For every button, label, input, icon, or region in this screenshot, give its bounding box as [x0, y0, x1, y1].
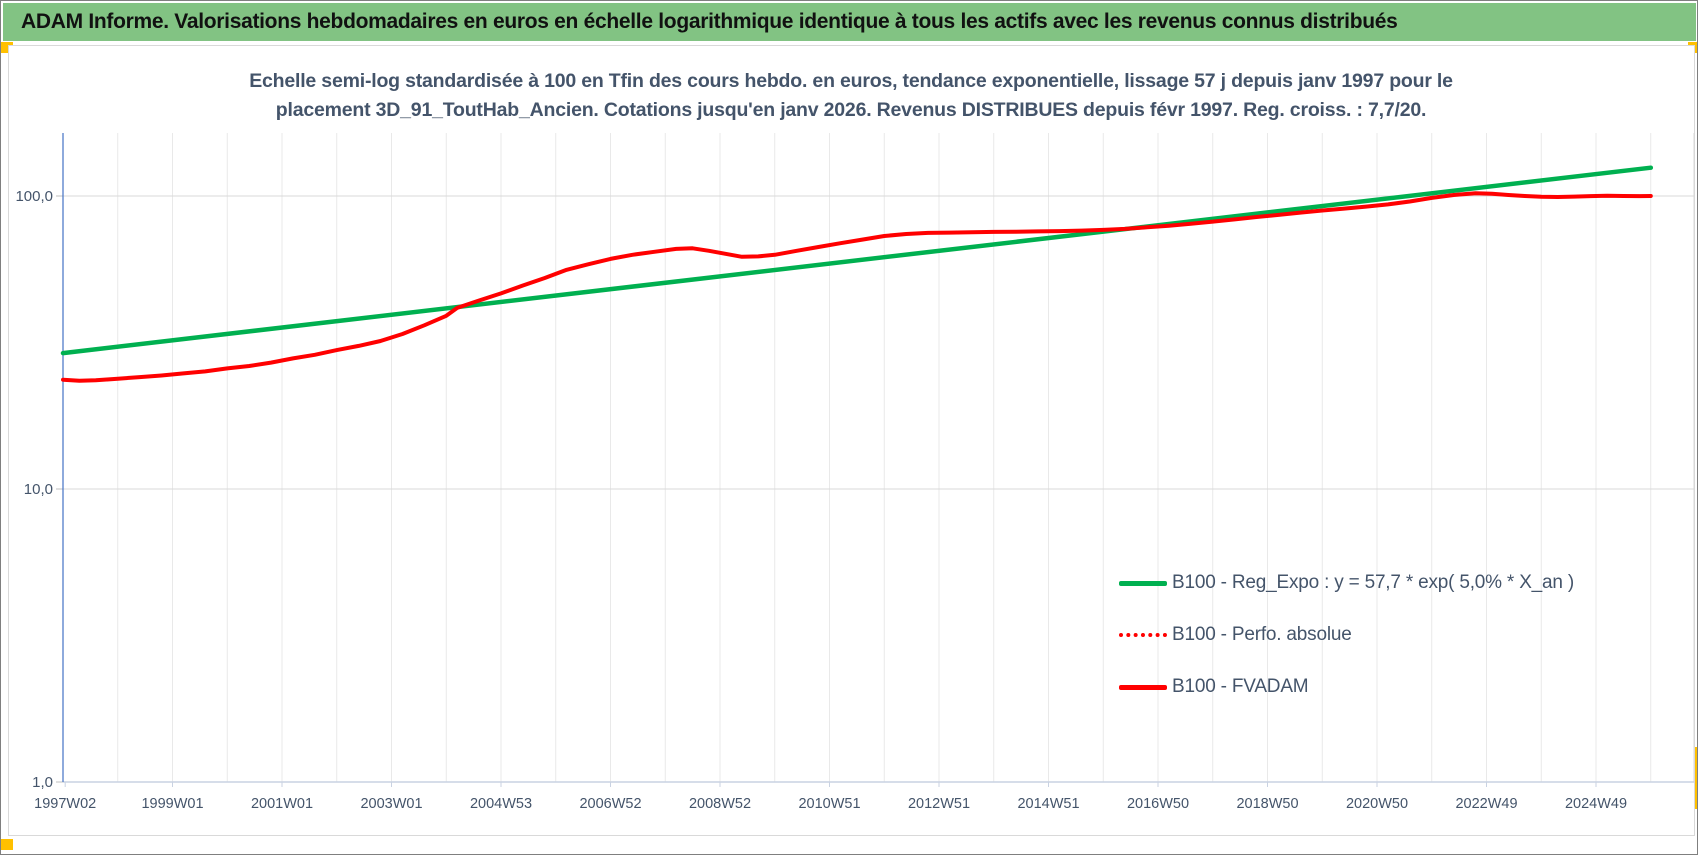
chart-title-line1: Echelle semi-log standardisée à 100 en T…	[249, 70, 1453, 92]
legend-label: B100 - FVADAM	[1172, 676, 1309, 697]
green-line-swatch-icon	[1119, 580, 1167, 586]
chart-area[interactable]	[8, 45, 1695, 836]
y-tick-label: 100,0	[15, 188, 53, 205]
x-tick-label: 1999W01	[141, 796, 203, 812]
yellow-cell-marker-top-left[interactable]	[1, 42, 13, 53]
x-tick-label: 2024W49	[1565, 796, 1627, 812]
x-tick-label: 2001W01	[251, 796, 313, 812]
series-line-0	[60, 165, 1654, 356]
legend-label: B100 - Perfo. absolue	[1172, 624, 1352, 645]
x-tick-label: 1997W02	[34, 796, 96, 812]
legend-label: B100 - Reg_Expo : y = 57,7 * exp( 5,0% *…	[1172, 572, 1574, 593]
red-dotted-swatch-icon	[1119, 633, 1167, 637]
legend-item-fvadam[interactable]: B100 - FVADAM	[1119, 661, 1574, 713]
header-bar: ADAM Informe. Valorisations hebdomadaire…	[3, 3, 1696, 41]
legend-item-reg-expo[interactable]: B100 - Reg_Expo : y = 57,7 * exp( 5,0% *…	[1119, 557, 1574, 609]
x-tick-label: 2012W51	[908, 796, 970, 812]
x-tick-label: 2022W49	[1455, 796, 1517, 812]
header-title: ADAM Informe. Valorisations hebdomadaire…	[21, 10, 1398, 33]
x-tick-label: 2016W50	[1127, 796, 1189, 812]
yellow-cell-marker-bottom-left[interactable]	[1, 839, 13, 850]
x-tick-label: 2008W52	[689, 796, 751, 812]
x-tick-label: 2020W50	[1346, 796, 1408, 812]
chart-legend: B100 - Reg_Expo : y = 57,7 * exp( 5,0% *…	[1119, 557, 1574, 713]
x-tick-label: 2010W51	[798, 796, 860, 812]
legend-item-perfo-absolue[interactable]: B100 - Perfo. absolue	[1119, 609, 1574, 661]
chart-title-line2: placement 3D_91_ToutHab_Ancien. Cotation…	[275, 99, 1427, 121]
x-tick-label: 2003W01	[360, 796, 422, 812]
red-line-swatch-icon	[1119, 684, 1167, 690]
x-tick-label: 2004W53	[470, 796, 532, 812]
series-line-2	[61, 191, 1653, 383]
x-tick-label: 2014W51	[1017, 796, 1079, 812]
x-tick-label: 2006W52	[579, 796, 641, 812]
series-line-1	[61, 191, 1653, 383]
y-tick-label: 1,0	[32, 774, 53, 791]
chart-title: Echelle semi-log standardisée à 100 en T…	[61, 67, 1641, 125]
x-tick-label: 2018W50	[1236, 796, 1298, 812]
y-tick-label: 10,0	[24, 481, 53, 498]
